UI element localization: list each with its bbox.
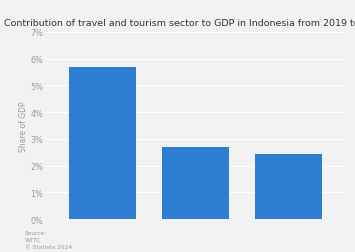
Text: Source:
WTTC
© Statista 2024: Source: WTTC © Statista 2024 [25, 231, 72, 249]
Bar [162, 147, 229, 219]
Title: Contribution of travel and tourism sector to GDP in Indonesia from 2019 to 2021: Contribution of travel and tourism secto… [4, 19, 355, 28]
Bar [69, 67, 136, 219]
Bar [255, 154, 322, 219]
Y-axis label: Share of GDP: Share of GDP [19, 101, 28, 151]
